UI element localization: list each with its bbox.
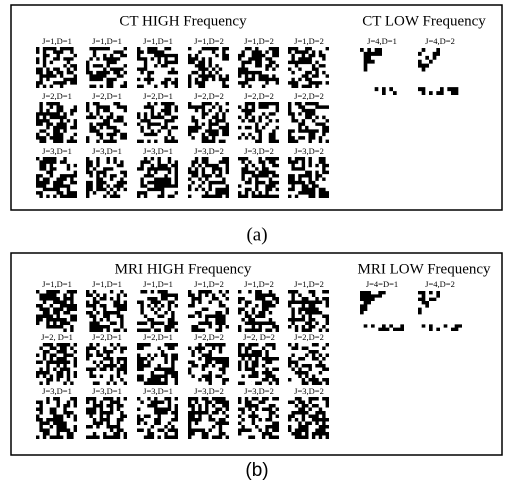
subband-label: J=2, D=2 xyxy=(243,332,275,342)
subband-label: J=1,D=2 xyxy=(294,36,324,46)
subband-label: J=3,D=1 xyxy=(143,386,173,396)
subband-label: J=1,D=1 xyxy=(143,279,173,289)
subband-label: J=1,D=2 xyxy=(294,279,324,289)
subband-label: J=2,D=2 xyxy=(244,91,274,101)
subband-label: J=3,D=2 xyxy=(194,146,224,156)
low-frequency-title: MRI LOW Frequency xyxy=(357,261,491,277)
subband-label: J=1,D=1 xyxy=(143,36,173,46)
panel-caption: (a) xyxy=(246,224,267,245)
subband-label: J=1,D=1 xyxy=(92,36,122,46)
subband-label: J=1,D=2 xyxy=(194,279,224,289)
subband-label: J=1,D=1 xyxy=(92,279,122,289)
subband-label: J=3,D=2 xyxy=(294,146,324,156)
subband-label: J=4,D=2 xyxy=(425,279,455,289)
low-frequency-title: CT LOW Frequency xyxy=(362,13,486,29)
subband-label: J=3,D=1 xyxy=(92,386,122,396)
panel-caption: (b) xyxy=(245,460,268,481)
thumbnail-pixels xyxy=(238,397,279,439)
subband-label: J=2, D=1 xyxy=(41,332,73,342)
subband-label: J=4,D=1 xyxy=(367,36,397,46)
subband-label: J=2,D=2 xyxy=(294,91,324,101)
subband-label: J=2,D=1 xyxy=(92,91,122,101)
figure: CT HIGH Frequency CT LOW Frequency J=1,D=1… xyxy=(0,0,514,487)
subband-label: J=3,D=2 xyxy=(194,386,224,396)
subband-label: J=3,D=2 xyxy=(244,146,274,156)
subband-label: J=3,D=2 xyxy=(244,386,274,396)
subband-label: J=3,D=2 xyxy=(294,386,324,396)
subband-label: J=1,D=2 xyxy=(244,36,274,46)
subband-label: J=1,D=1 xyxy=(42,279,72,289)
high-frequency-title: CT HIGH Frequency xyxy=(119,13,247,29)
subband-label: J=3,D=1 xyxy=(92,146,122,156)
subband-label: J=2,D=1 xyxy=(42,91,72,101)
subband-label: J=1,D=1 xyxy=(42,36,72,46)
subband-label: J=4,D=2 xyxy=(425,36,455,46)
subband-label: J=2,D=2 xyxy=(194,332,224,342)
subband-label: J=2,D=1 xyxy=(143,332,173,342)
high-frequency-title: MRI HIGH Frequency xyxy=(115,261,252,277)
subband-label: J=4=D=1 xyxy=(366,279,398,289)
subband-label: J=1,D=2 xyxy=(244,279,274,289)
subband-label: J=3,D=1 xyxy=(42,386,72,396)
subband-label: J=3,D=1 xyxy=(42,146,72,156)
subband-label: J=3,D=1 xyxy=(143,146,173,156)
subband-label: J=2,D=1 xyxy=(92,332,122,342)
subband-label: J=2,D=2 xyxy=(194,91,224,101)
subband-label: J=2,D=1 xyxy=(143,91,173,101)
subband-label: J=1,D=2 xyxy=(194,36,224,46)
subband-label: J=2,D=2 xyxy=(294,332,324,342)
